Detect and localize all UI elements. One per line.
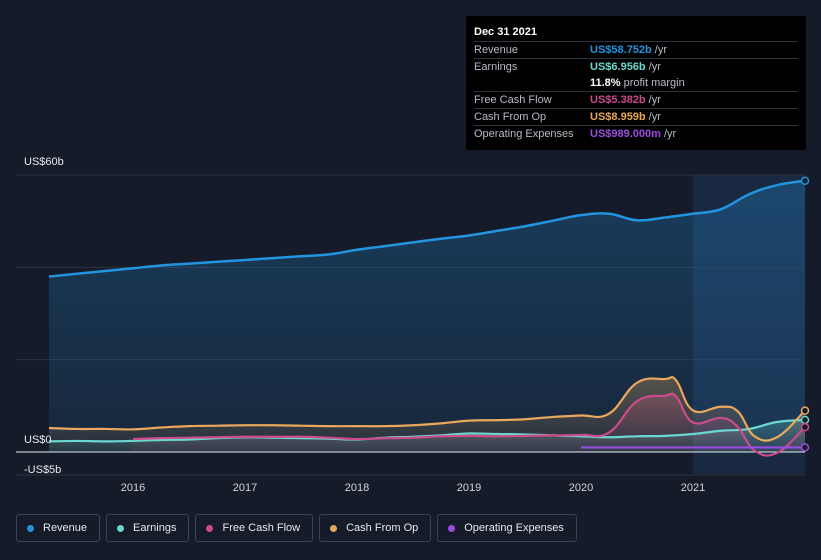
legend-label: Revenue bbox=[43, 522, 88, 534]
chart-tooltip: Dec 31 2021 Revenue US$58.752b/yr Earnings… bbox=[466, 16, 806, 150]
series-area-revenue bbox=[49, 180, 805, 453]
series-area-cash-from-op bbox=[49, 377, 805, 452]
tooltip-row-value: US$5.382b bbox=[590, 94, 646, 106]
series-end-marker-cash-from-op bbox=[800, 406, 810, 415]
y-tick-label: US$0 bbox=[24, 434, 52, 446]
tooltip-row: Free Cash Flow US$5.382b/yr bbox=[474, 91, 798, 108]
x-tick-label: 2017 bbox=[233, 482, 257, 494]
legend-item-operating-expenses[interactable]: Operating Expenses bbox=[437, 514, 577, 542]
tooltip-row: Revenue US$58.752b/yr bbox=[474, 41, 798, 58]
tooltip-row-unit: /yr bbox=[648, 94, 661, 106]
tooltip-row-label: Free Cash Flow bbox=[474, 94, 552, 106]
legend-dot-icon bbox=[448, 524, 456, 532]
legend-label: Earnings bbox=[133, 522, 177, 534]
tooltip-row-unit: profit margin bbox=[623, 77, 685, 89]
tooltip-row-value: US$58.752b bbox=[590, 44, 652, 56]
legend-dot-icon bbox=[206, 524, 214, 532]
tooltip-row-label bbox=[474, 75, 590, 91]
legend-item-free-cash-flow[interactable]: Free Cash Flow bbox=[195, 514, 314, 542]
tooltip-row-unit: /yr bbox=[648, 61, 661, 73]
tooltip-row: Cash From Op US$8.959b/yr bbox=[474, 108, 798, 125]
x-tick-label: 2016 bbox=[121, 482, 145, 494]
series-line-cash-from-op bbox=[48, 376, 806, 442]
legend-label: Operating Expenses bbox=[464, 522, 564, 534]
tooltip-row-value: US$6.956b bbox=[590, 61, 646, 73]
tooltip-row: Earnings US$6.956b/yr bbox=[474, 58, 798, 75]
chart-area[interactable]: US$60b US$0 -US$5b 2016 2017 2018 2019 2020 2021 bbox=[0, 0, 821, 500]
tooltip-row: 11.8% profit margin bbox=[474, 75, 798, 91]
tooltip-row-unit: /yr bbox=[654, 44, 667, 56]
series-end-marker-operating-expenses bbox=[800, 443, 810, 452]
tooltip-row-label: Earnings bbox=[474, 61, 518, 73]
x-tick-label: 2021 bbox=[681, 482, 705, 494]
legend-item-revenue[interactable]: Revenue bbox=[16, 514, 101, 542]
chart-legend: Revenue Earnings Free Cash Flow Cash From O… bbox=[16, 514, 577, 542]
tooltip-row-value: US$989.000m bbox=[590, 128, 661, 140]
legend-item-earnings[interactable]: Earnings bbox=[106, 514, 190, 542]
tooltip-row-unit: /yr bbox=[648, 111, 661, 123]
x-tick-label: 2020 bbox=[569, 482, 593, 494]
tooltip-row-label: Cash From Op bbox=[474, 111, 547, 123]
legend-label: Free Cash Flow bbox=[222, 522, 301, 534]
legend-dot-icon bbox=[117, 524, 125, 532]
series-line-revenue bbox=[48, 179, 806, 278]
series-end-marker-revenue bbox=[800, 176, 810, 186]
legend-dot-icon bbox=[330, 524, 338, 532]
legend-dot-icon bbox=[27, 524, 34, 532]
tooltip-row-value: 11.8% bbox=[590, 77, 621, 89]
tooltip-rows: Revenue US$58.752b/yr Earnings US$6.956b/yr… bbox=[474, 41, 798, 142]
financials-chart[interactable]: US$60b US$0 -US$5b 2016 2017 2018 2019 2020 2021 bbox=[0, 0, 821, 500]
tooltip-row-label: Revenue bbox=[474, 44, 519, 56]
tooltip-row-value: US$8.959b bbox=[590, 111, 646, 123]
tooltip-row-label: Operating Expenses bbox=[474, 128, 574, 140]
y-tick-label: -US$5b bbox=[24, 464, 61, 476]
tooltip-row: Operating Expenses US$989.000m/yr bbox=[474, 125, 798, 142]
legend-label: Cash From Op bbox=[346, 522, 419, 534]
tooltip-row-unit: /yr bbox=[663, 128, 677, 140]
y-tick-label: US$60b bbox=[24, 156, 64, 168]
tooltip-date: Dec 31 2021 bbox=[474, 26, 537, 38]
series-line-free-cash-flow bbox=[132, 392, 806, 457]
x-tick-label: 2019 bbox=[457, 482, 481, 494]
x-tick-label: 2018 bbox=[345, 482, 369, 494]
legend-item-cash-from-op[interactable]: Cash From Op bbox=[319, 514, 432, 542]
series-end-marker-earnings bbox=[800, 415, 810, 425]
series-end-marker-free-cash-flow bbox=[800, 422, 810, 432]
